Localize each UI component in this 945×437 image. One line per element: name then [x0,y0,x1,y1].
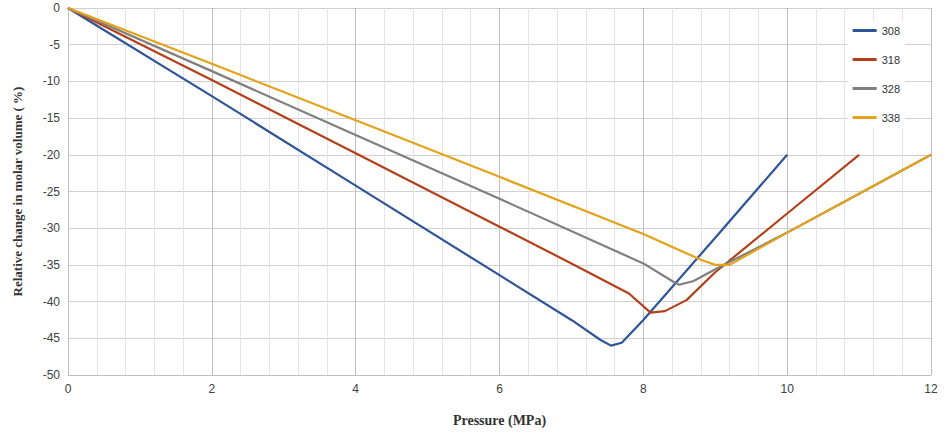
svg-text:-15: -15 [43,111,61,125]
svg-text:0: 0 [65,382,72,396]
svg-text:4: 4 [352,382,359,396]
svg-text:Pressure (MPa): Pressure (MPa) [453,413,547,429]
svg-text:318: 318 [882,54,900,66]
svg-text:-45: -45 [43,331,61,345]
svg-text:308: 308 [882,25,900,37]
svg-text:Relative change in molar volum: Relative change in molar volume ( %) [10,87,25,297]
svg-text:10: 10 [780,382,794,396]
svg-text:0: 0 [53,1,60,15]
svg-text:-35: -35 [43,258,61,272]
svg-text:-20: -20 [43,148,61,162]
svg-text:-40: -40 [43,295,61,309]
svg-text:-5: -5 [49,38,60,52]
svg-text:-10: -10 [43,74,61,88]
svg-text:8: 8 [640,382,647,396]
svg-text:328: 328 [882,83,900,95]
svg-text:-30: -30 [43,221,61,235]
svg-text:-25: -25 [43,185,61,199]
svg-text:6: 6 [496,382,503,396]
svg-text:12: 12 [924,382,938,396]
svg-text:2: 2 [208,382,215,396]
svg-text:-50: -50 [43,368,61,382]
svg-text:338: 338 [882,112,900,124]
